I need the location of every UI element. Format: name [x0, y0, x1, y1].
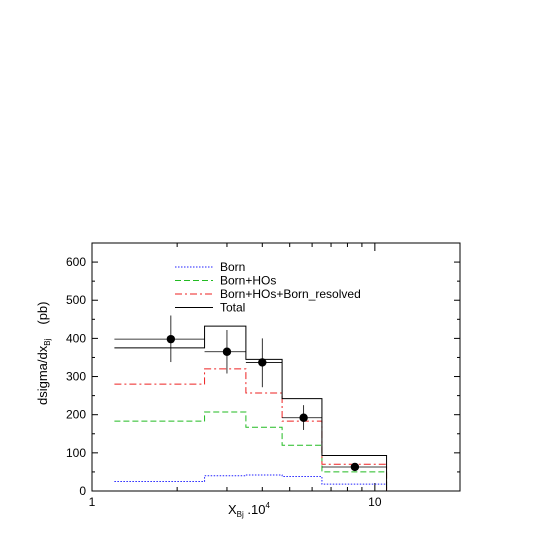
data-point	[222, 347, 232, 356]
legend-label: Born+HOs	[220, 274, 276, 288]
y-tick-label: 100	[66, 446, 86, 460]
y-axis: 0 100 200 300 400 500 600	[66, 255, 460, 498]
legend-label: Born+HOs+Born_resolved	[220, 287, 361, 301]
y-tick-label: 0	[79, 484, 86, 498]
series-total	[114, 325, 388, 491]
series-born	[114, 474, 388, 491]
plot-frame	[91, 242, 461, 492]
series-born-hos-born-resolved	[114, 368, 388, 491]
y-tick-label: 200	[66, 408, 86, 422]
x-tick-label: 10	[368, 495, 382, 509]
data-point	[166, 334, 176, 344]
legend-label: Total	[220, 301, 245, 315]
series-born-hos	[114, 411, 388, 491]
y-tick-label: 300	[66, 370, 86, 384]
y-tick-label: 600	[66, 255, 86, 269]
data-points-layer	[114, 315, 387, 472]
y-tick-label: 500	[66, 293, 86, 307]
y-tick-label: 400	[66, 331, 86, 345]
x-axis-label: XBj .104	[228, 501, 270, 519]
series-layer	[114, 325, 388, 491]
data-point	[350, 462, 360, 472]
data-point	[258, 358, 267, 367]
data-point	[299, 413, 308, 422]
y-axis-label: dsigma/dxBj(pb)	[35, 302, 52, 406]
legend-label: Born	[220, 260, 245, 274]
x-tick-label: 1	[89, 495, 96, 509]
x-axis: 1 10	[89, 243, 461, 509]
